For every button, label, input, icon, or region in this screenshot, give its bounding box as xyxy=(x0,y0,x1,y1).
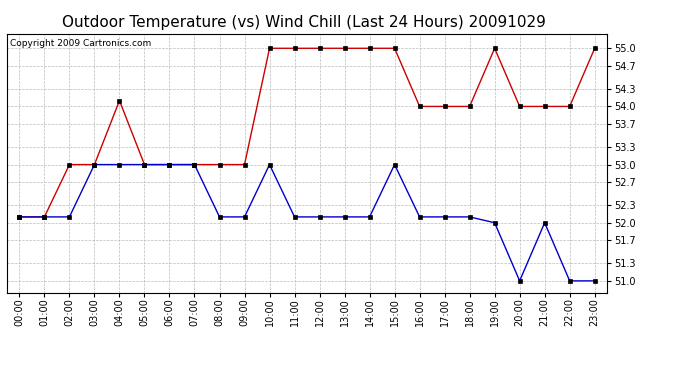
Text: Outdoor Temperature (vs) Wind Chill (Last 24 Hours) 20091029: Outdoor Temperature (vs) Wind Chill (Las… xyxy=(61,15,546,30)
Text: Copyright 2009 Cartronics.com: Copyright 2009 Cartronics.com xyxy=(10,39,151,48)
